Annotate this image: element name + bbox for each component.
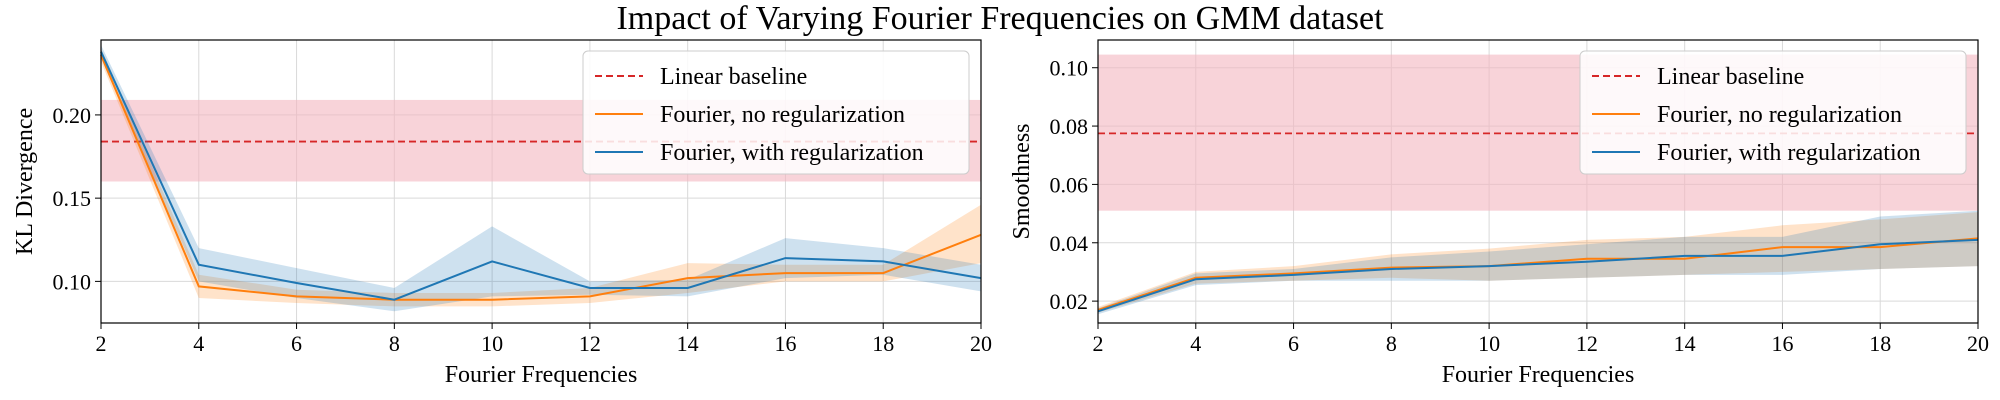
series-line-with-regularization xyxy=(100,51,982,301)
x-tick-label: 16 xyxy=(774,331,796,356)
x-tick-label: 8 xyxy=(389,331,400,356)
x-axis-label: Fourier Frequencies xyxy=(1442,362,1635,388)
y-tick-label: 0.20 xyxy=(53,103,92,128)
series-line-no-regularization xyxy=(1097,237,1979,311)
x-tick-label: 10 xyxy=(481,331,503,356)
legend-with-regularization-label: Fourier, with regularization xyxy=(660,140,924,166)
x-tick-label: 14 xyxy=(677,331,699,356)
x-tick-label: 6 xyxy=(1288,331,1299,356)
legend-linear-baseline-label: Linear baseline xyxy=(660,64,807,90)
legend-box xyxy=(1579,50,1967,175)
x-tick-label: 20 xyxy=(1967,331,1989,356)
x-tick-label: 10 xyxy=(1478,331,1500,356)
y-tick-label: 0.08 xyxy=(1050,114,1089,139)
legend-no-regularization-label: Fourier, no regularization xyxy=(1657,102,1902,128)
x-tick-label: 18 xyxy=(872,331,894,356)
x-tick-label: 4 xyxy=(193,331,204,356)
plot-frame xyxy=(100,39,982,324)
kl-divergence-panel: 2 4 6 8 10 12 14 16 18 20 0.10 0.15 0.20 Fourier Freq… xyxy=(12,39,992,388)
x-tick-label: 12 xyxy=(1576,331,1598,356)
y-axis-label: Smoothness xyxy=(1009,123,1035,239)
series-band-with-regularization xyxy=(101,45,981,312)
x-tick-label: 12 xyxy=(579,331,601,356)
y-tick-label: 0.02 xyxy=(1050,289,1089,314)
x-tick-label: 4 xyxy=(1190,331,1201,356)
y-tick-label: 0.10 xyxy=(53,269,92,294)
x-tick-label: 18 xyxy=(1869,331,1891,356)
legend-box xyxy=(582,50,970,175)
x-tick-label: 2 xyxy=(1093,331,1104,356)
x-tick-label: 6 xyxy=(291,331,302,356)
y-tick-label: 0.06 xyxy=(1050,172,1089,197)
series-line-no-regularization xyxy=(100,54,982,301)
y-tick-label: 0.10 xyxy=(1050,56,1089,81)
x-tick-label: 20 xyxy=(970,331,992,356)
legend-no-regularization-label: Fourier, no regularization xyxy=(660,102,905,128)
figure-title: Impact of Varying Fourier Frequencies on… xyxy=(616,0,1384,37)
smoothness-panel: 2 4 6 8 10 12 14 16 18 20 0.02 0.04 0.06 0.08 0.10 Four… xyxy=(1009,39,1989,388)
series-line-with-regularization xyxy=(1097,238,1979,313)
y-tick-label: 0.04 xyxy=(1050,231,1089,256)
y-tick-label: 0.15 xyxy=(53,186,92,211)
x-axis-label: Fourier Frequencies xyxy=(445,362,638,388)
legend-with-regularization-label: Fourier, with regularization xyxy=(1657,140,1921,166)
x-tick-label: 16 xyxy=(1771,331,1793,356)
x-tick-label: 2 xyxy=(96,331,107,356)
plot-frame xyxy=(1097,39,1979,324)
x-tick-label: 8 xyxy=(1386,331,1397,356)
x-tick-label: 14 xyxy=(1674,331,1696,356)
legend-linear-baseline-label: Linear baseline xyxy=(1657,64,1804,90)
y-axis-label: KL Divergence xyxy=(12,108,38,255)
